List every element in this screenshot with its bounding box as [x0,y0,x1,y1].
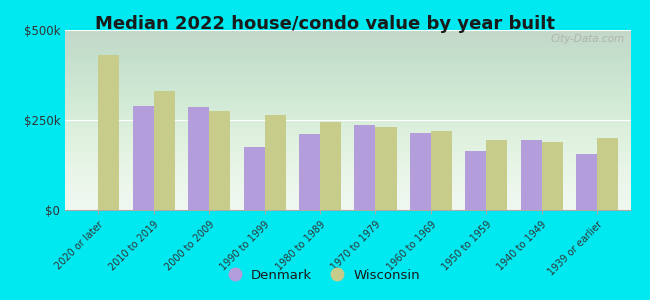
Text: Median 2022 house/condo value by year built: Median 2022 house/condo value by year bu… [95,15,555,33]
Bar [320,122,341,210]
Bar [188,107,209,210]
Bar [299,134,320,210]
Bar [542,142,563,210]
Legend: Denmark, Wisconsin: Denmark, Wisconsin [225,264,425,287]
Bar [465,151,486,210]
Bar [153,91,175,210]
Bar [133,106,153,210]
Bar [376,127,396,210]
Bar [354,125,376,210]
Bar [486,140,508,210]
Bar [410,133,431,210]
Bar [576,154,597,210]
Bar [597,138,618,210]
Bar [265,115,285,210]
Bar [244,147,265,210]
Bar [431,131,452,210]
Bar [521,140,542,210]
Bar [209,111,230,210]
Text: City-Data.com: City-Data.com [551,34,625,44]
Bar [98,55,120,210]
